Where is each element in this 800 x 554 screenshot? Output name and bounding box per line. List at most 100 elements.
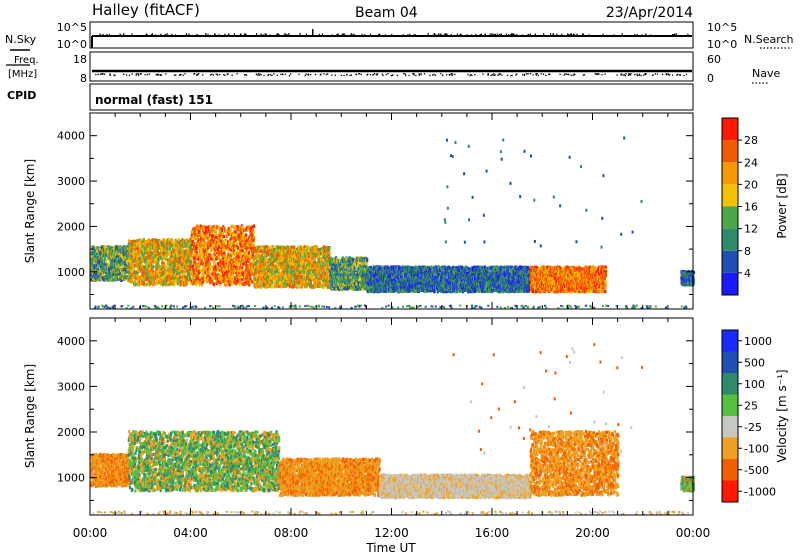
echo-cell — [199, 224, 202, 228]
echo-cell — [141, 265, 144, 269]
echo-cell — [181, 250, 184, 254]
nsky-sample — [671, 34, 674, 37]
echo-cell — [193, 260, 196, 264]
echo-cell — [90, 264, 93, 268]
echo-cell — [262, 262, 266, 267]
echo-cell — [297, 261, 300, 265]
echo-cell — [247, 259, 251, 264]
echo-cell — [210, 265, 213, 269]
echo-cell — [204, 251, 207, 256]
echo-cell — [151, 274, 154, 278]
echo-cell — [101, 273, 104, 277]
nave-dot — [535, 74, 538, 76]
echo-cell — [104, 256, 107, 260]
nsky-sample — [493, 34, 495, 37]
echo-cell — [91, 251, 94, 255]
nave-dot — [137, 73, 139, 75]
echo-cell — [153, 275, 156, 280]
echo-cell — [203, 278, 207, 282]
nave-dot — [594, 73, 597, 75]
echo-cell — [184, 269, 187, 273]
echo-cell — [134, 247, 137, 251]
nave-dot — [667, 73, 669, 75]
nsky-sample — [687, 33, 689, 36]
nave-tick-high: 60 — [707, 53, 721, 66]
nave-dot — [197, 74, 199, 76]
echo-cell — [259, 263, 262, 267]
echo-cell — [195, 251, 199, 255]
echo-cell — [202, 273, 205, 277]
nave-dot — [448, 73, 451, 76]
echo-cell — [161, 280, 164, 284]
echo-cell — [270, 284, 274, 288]
nave-dot — [256, 74, 258, 76]
echo-cell — [208, 232, 212, 236]
echo-cell — [236, 274, 239, 278]
nave-dot — [638, 73, 641, 75]
nsky-sample — [277, 33, 279, 36]
echo-cell — [212, 245, 215, 249]
echo-cell — [183, 253, 186, 257]
echo-cell — [222, 242, 225, 246]
nave-dot — [146, 74, 149, 76]
echo-cell — [186, 279, 189, 283]
nave-tick-low: 0 — [707, 72, 714, 85]
echo-cell — [213, 235, 216, 239]
echo-cell — [254, 261, 257, 266]
echo-cell — [142, 282, 145, 286]
echo-cell — [226, 280, 229, 284]
echo-cell — [138, 242, 141, 246]
nave-dot — [494, 74, 496, 76]
nsky-sample — [384, 34, 387, 37]
echo-cell — [158, 245, 161, 249]
echo-cell — [169, 267, 172, 271]
echo-cell — [134, 271, 138, 275]
echo-cell — [212, 282, 215, 287]
echo-cell — [199, 248, 202, 252]
echo-cell — [150, 251, 153, 255]
echo-cell — [149, 271, 152, 275]
nave-dot — [501, 74, 503, 76]
nsky-sample — [570, 33, 572, 36]
echo-cell — [189, 276, 192, 280]
nsky-sample — [498, 34, 501, 37]
nave-dot — [101, 73, 103, 75]
echo-cell — [127, 277, 130, 281]
echo-cell — [288, 277, 291, 282]
echo-cell — [125, 253, 128, 257]
echo-cell — [190, 230, 194, 234]
echo-cell — [185, 275, 189, 279]
echo-cell — [283, 267, 287, 271]
nsky-sample — [621, 33, 623, 36]
echo-cell — [227, 231, 230, 235]
echo-cell — [97, 261, 101, 265]
echo-cell — [167, 266, 170, 270]
echo-cell — [209, 224, 212, 229]
nsky-sample — [245, 34, 247, 37]
echo-cell — [189, 266, 192, 270]
echo-cell — [140, 263, 143, 267]
echo-cell — [274, 284, 277, 289]
nsky-sample — [343, 33, 345, 36]
echo-cell — [214, 241, 217, 245]
echo-cell — [95, 271, 98, 275]
echo-cell — [96, 266, 99, 270]
echo-cell — [237, 275, 241, 279]
echo-cell — [203, 232, 206, 236]
nsky-sample — [286, 34, 288, 37]
nsearch-label: N.Search — [744, 33, 794, 46]
nave-dot — [640, 74, 642, 77]
echo-cell — [278, 278, 281, 282]
echo-cell — [101, 266, 104, 270]
echo-cell — [283, 257, 287, 261]
echo-cell — [149, 265, 153, 269]
echo-cell — [141, 279, 144, 283]
echo-cell — [130, 279, 133, 283]
echo-cell — [236, 236, 240, 240]
echo-cell — [194, 255, 197, 259]
nave-dot — [490, 74, 492, 77]
nsky-sample — [102, 33, 104, 36]
nave-dot — [623, 74, 626, 76]
